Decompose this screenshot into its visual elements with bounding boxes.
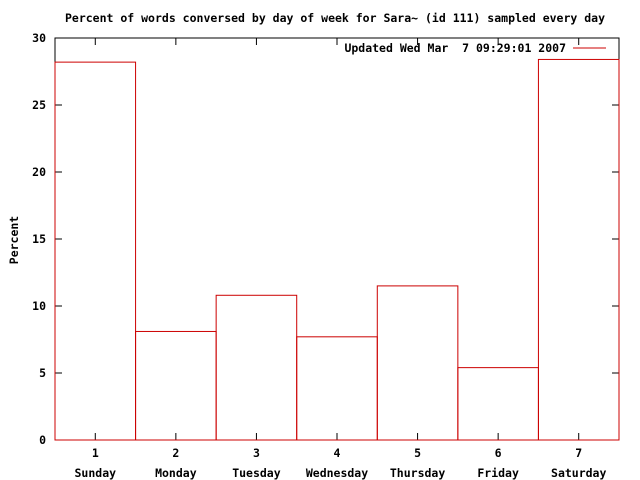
y-tick-label: 10 <box>32 299 46 313</box>
day-label: Friday <box>477 466 519 480</box>
bar-sunday <box>54 61 137 441</box>
bar-saturday <box>537 58 620 441</box>
day-label: Thursday <box>390 466 445 480</box>
bar-wednesday <box>296 336 378 441</box>
x-tick-label: 6 <box>495 446 502 460</box>
bar-friday <box>457 367 539 441</box>
day-label: Saturday <box>551 466 606 480</box>
legend: Updated Wed Mar 7 09:29:01 2007 <box>344 41 606 55</box>
day-label: Monday <box>155 466 197 480</box>
y-tick-label: 20 <box>32 165 46 179</box>
x-tick-label: 1 <box>92 446 99 460</box>
day-label: Sunday <box>75 466 117 480</box>
bar-tuesday <box>215 294 298 441</box>
bar-monday <box>135 330 217 441</box>
x-tick-label: 5 <box>414 446 421 460</box>
x-tick-label: 3 <box>253 446 260 460</box>
legend-label: Updated Wed Mar 7 09:29:01 2007 <box>344 41 566 55</box>
chart-title: Percent of words conversed by day of wee… <box>65 11 605 25</box>
plot-frame <box>54 37 620 441</box>
y-axis: 0 5 10 15 20 25 30 <box>32 31 619 447</box>
x-axis: 1 Sunday 2 Monday 3 Tuesday 4 Wednesday 5 Thursda… <box>75 38 606 480</box>
day-label: Wednesday <box>306 466 368 480</box>
day-label: Tuesday <box>232 466 281 480</box>
bar-thursday <box>376 285 459 441</box>
y-tick-label: 5 <box>39 366 46 380</box>
x-tick-label: 2 <box>172 446 179 460</box>
bars-group <box>54 58 620 441</box>
y-tick-label: 25 <box>32 98 46 112</box>
x-tick-label: 7 <box>575 446 582 460</box>
x-tick-label: 4 <box>334 446 341 460</box>
y-axis-label: Percent <box>7 216 21 265</box>
y-tick-label: 30 <box>32 31 46 45</box>
y-tick-label: 0 <box>39 433 46 447</box>
y-tick-label: 15 <box>32 232 46 246</box>
